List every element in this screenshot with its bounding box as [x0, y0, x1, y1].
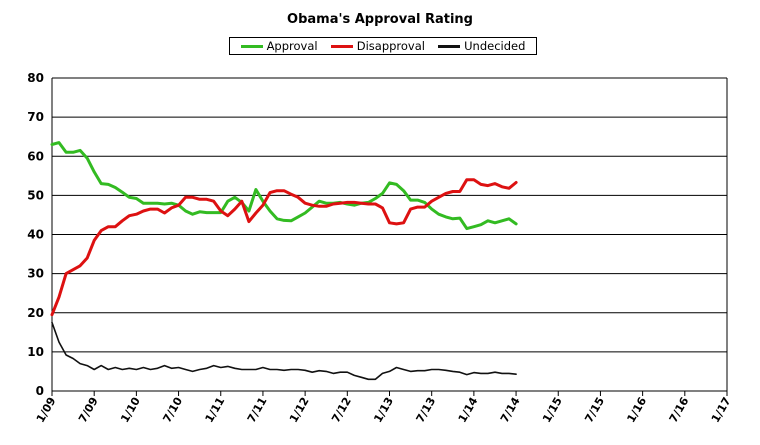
x-tick-label-12: 1/15: [540, 395, 565, 425]
y-tick-label-30: 30: [27, 267, 44, 281]
legend: Approval Disapproval Undecided: [229, 37, 537, 55]
legend-swatch-undecided: [438, 44, 461, 48]
y-tick-label-10: 10: [27, 345, 44, 359]
x-tick-label-16: 1/17: [709, 395, 734, 425]
y-tick-label-0: 0: [36, 384, 44, 398]
legend-item-approval: Approval: [240, 39, 318, 53]
x-tick-label-8: 1/13: [371, 395, 396, 425]
x-tick-label-5: 7/11: [245, 395, 270, 425]
chart-title: Obama's Approval Rating: [287, 12, 473, 27]
x-tick-label-14: 1/16: [624, 395, 649, 425]
legend-label-undecided: Undecided: [464, 39, 526, 53]
x-tick-label-7: 7/12: [329, 395, 354, 425]
y-tick-label-40: 40: [27, 228, 44, 242]
y-tick-label-70: 70: [27, 110, 44, 124]
legend-swatch-disapproval: [330, 44, 353, 48]
series-line-undecided: [51, 321, 517, 381]
x-tick-label-11: 7/14: [498, 395, 523, 425]
x-tick-label-0: 1/09: [34, 395, 59, 425]
legend-item-undecided: Undecided: [438, 39, 525, 53]
legend-swatch-approval: [240, 44, 263, 48]
x-tick-label-4: 1/11: [203, 395, 228, 425]
y-tick-label-50: 50: [27, 188, 44, 202]
y-tick-label-20: 20: [27, 306, 44, 320]
legend-label-approval: Approval: [266, 39, 318, 53]
series-line-approval: [50, 141, 518, 231]
y-tick-label-80: 80: [27, 71, 44, 85]
series-line-disapproval: [50, 178, 518, 317]
x-tick-label-6: 1/12: [287, 395, 312, 425]
x-tick-label-3: 7/10: [160, 395, 185, 425]
legend-label-disapproval: Disapproval: [356, 39, 425, 53]
x-tick-label-1: 7/09: [76, 395, 101, 425]
x-tick-label-10: 1/14: [456, 395, 481, 425]
x-tick-label-13: 7/15: [582, 395, 607, 425]
x-tick-label-15: 7/16: [667, 395, 692, 425]
y-tick-label-60: 60: [27, 149, 44, 163]
x-tick-label-9: 7/13: [414, 395, 439, 425]
x-tick-label-2: 1/10: [118, 395, 143, 425]
legend-item-disapproval: Disapproval: [330, 39, 425, 53]
